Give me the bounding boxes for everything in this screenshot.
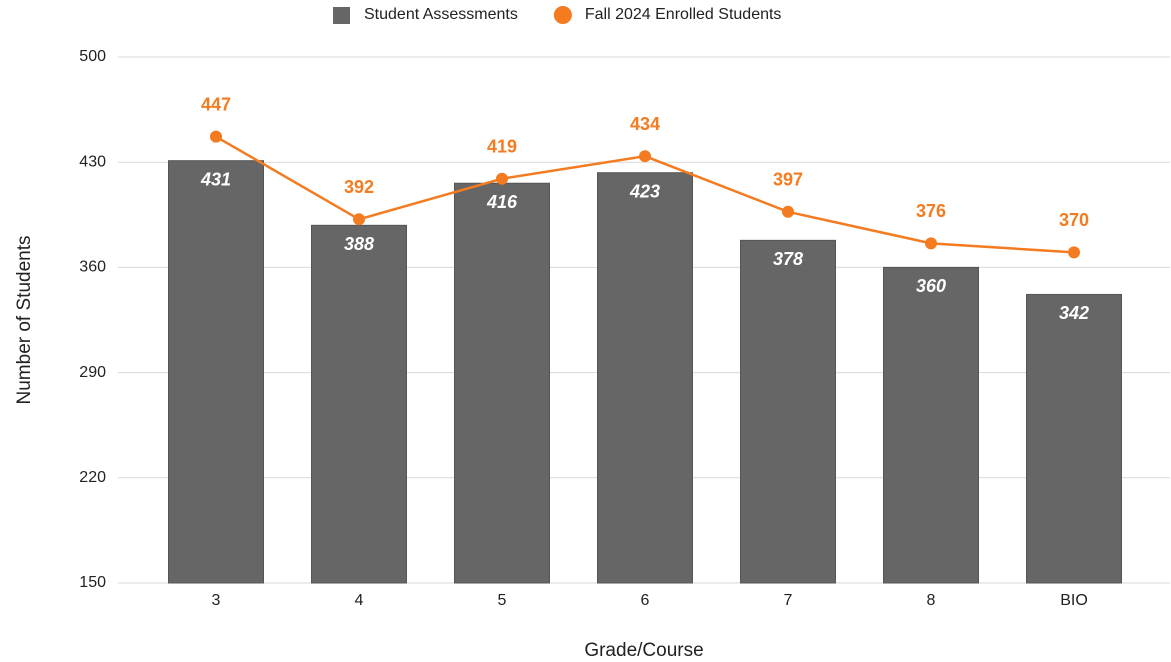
bar-value-label: 388 bbox=[344, 234, 374, 254]
x-tick-label: BIO bbox=[1060, 592, 1088, 609]
bar-value-label: 431 bbox=[200, 169, 231, 189]
bar-value-label: 423 bbox=[629, 181, 660, 201]
point-value-label: 370 bbox=[1059, 210, 1089, 230]
bar bbox=[740, 239, 836, 584]
bar bbox=[454, 182, 550, 584]
point-value-label: 419 bbox=[487, 136, 517, 156]
point-value-label: 397 bbox=[773, 170, 803, 190]
point bbox=[353, 213, 365, 226]
legend-swatch bbox=[553, 6, 572, 24]
legend-label: Fall 2024 Enrolled Students bbox=[585, 6, 782, 23]
point bbox=[639, 150, 651, 163]
x-tick-label: 3 bbox=[212, 592, 221, 609]
x-tick-label: 4 bbox=[355, 592, 364, 609]
bar bbox=[883, 266, 979, 584]
point bbox=[782, 205, 794, 218]
x-tick-label: 8 bbox=[927, 592, 936, 609]
x-tick-label: 7 bbox=[784, 592, 793, 609]
y-tick-label: 360 bbox=[79, 259, 106, 276]
point-value-label: 392 bbox=[344, 177, 374, 197]
x-tick-label: 5 bbox=[498, 592, 507, 609]
bar bbox=[168, 160, 264, 584]
bar-value-label: 360 bbox=[916, 276, 946, 296]
y-tick-label: 290 bbox=[79, 364, 106, 381]
x-tick-label: 6 bbox=[641, 592, 650, 609]
y-tick-label: 220 bbox=[79, 469, 106, 486]
point-value-label: 434 bbox=[630, 114, 660, 134]
point-value-label: 376 bbox=[916, 201, 946, 221]
point bbox=[1068, 246, 1080, 259]
y-tick-label: 430 bbox=[79, 153, 106, 170]
y-tick-label: 150 bbox=[79, 574, 106, 591]
y-axis-title: Number of Students bbox=[14, 236, 35, 405]
point bbox=[925, 237, 937, 250]
legend-swatch bbox=[333, 7, 350, 24]
bar bbox=[597, 172, 693, 584]
bar bbox=[311, 224, 407, 584]
x-axis-title: Grade/Course bbox=[584, 640, 703, 661]
point bbox=[210, 130, 222, 143]
bar bbox=[1026, 293, 1122, 584]
bar-value-label: 342 bbox=[1059, 303, 1089, 323]
bar-value-label: 416 bbox=[486, 192, 518, 212]
y-tick-label: 500 bbox=[79, 48, 106, 65]
bar-value-label: 378 bbox=[773, 249, 803, 269]
point bbox=[496, 172, 508, 185]
legend-label: Student Assessments bbox=[364, 6, 518, 23]
point-value-label: 447 bbox=[201, 94, 231, 114]
